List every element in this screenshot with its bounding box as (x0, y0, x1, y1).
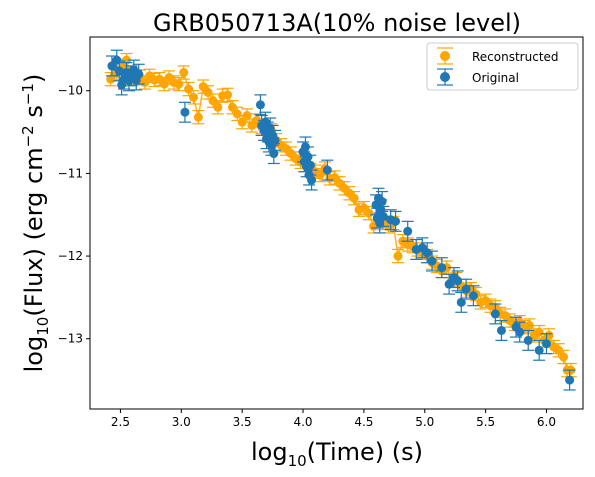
plot-area (89, 36, 584, 410)
data-point-original (378, 211, 388, 221)
legend-box (426, 42, 579, 91)
y-tick-label: −11 (58, 166, 83, 180)
x-tick-label: 4.0 (293, 415, 312, 429)
data-point-original (456, 297, 466, 307)
data-point-original (534, 345, 544, 355)
data-point-reconstructed (364, 208, 374, 218)
data-point-original (444, 279, 454, 289)
x-tick-label: 6.0 (537, 415, 556, 429)
data-point-original (270, 135, 280, 145)
data-point-original (303, 152, 313, 162)
legend-label-reconstructed: Reconstructed (472, 50, 559, 64)
data-point-reconstructed (213, 102, 223, 112)
data-point-original (496, 325, 506, 335)
data-point-reconstructed (106, 74, 116, 84)
data-point-original (523, 335, 533, 345)
data-point-reconstructed (193, 112, 203, 122)
data-point-original (377, 197, 387, 207)
legend-marker-original (440, 72, 450, 82)
data-point-reconstructed (174, 79, 184, 89)
data-point-reconstructed (179, 68, 189, 78)
x-tick-label: 5.0 (415, 415, 434, 429)
data-point-original (427, 256, 437, 266)
data-point-original (437, 263, 447, 273)
legend-label-original: Original (472, 71, 519, 85)
x-axis: 2.5 3.0 3.5 4.0 4.5 5.0 5.5 6.0 (111, 409, 556, 429)
x-tick-label: 3.5 (233, 415, 252, 429)
data-point-original (269, 149, 279, 159)
x-tick-label: 4.5 (354, 415, 373, 429)
data-point-reconstructed (184, 84, 194, 94)
data-point-reconstructed (223, 90, 233, 100)
series-reconstructed (104, 52, 577, 378)
data-point-original (468, 291, 478, 301)
data-point-reconstructed (393, 251, 403, 261)
data-point-reconstructed (349, 193, 359, 203)
data-point-reconstructed (203, 87, 213, 97)
data-point-reconstructed (232, 109, 242, 119)
data-point-original (255, 100, 265, 110)
series-original (105, 49, 576, 391)
data-point-original (461, 284, 471, 294)
data-point-reconstructed (559, 352, 569, 362)
chart-title: GRB050713A(10% noise level) (153, 9, 521, 37)
x-axis-label: log10(Time) (s) (251, 438, 423, 470)
legend: Reconstructed Original (426, 42, 579, 91)
data-point-original (391, 216, 401, 226)
data-point-reconstructed (544, 330, 554, 340)
data-point-original (305, 160, 315, 170)
data-point-original (453, 276, 463, 286)
data-point-reconstructed (188, 92, 198, 102)
legend-marker-reconstructed (440, 51, 450, 61)
data-point-original (112, 55, 122, 65)
y-tick-label: −13 (58, 332, 83, 346)
y-tick-label: −10 (58, 84, 83, 98)
data-point-original (180, 107, 190, 117)
data-point-original (375, 218, 385, 228)
x-tick-label: 2.5 (111, 415, 130, 429)
x-tick-label: 3.0 (172, 415, 191, 429)
y-tick-label: −12 (58, 249, 83, 263)
data-point-original (322, 165, 332, 175)
data-point-original (134, 69, 144, 79)
data-point-original (490, 309, 500, 319)
data-point-original (565, 375, 575, 385)
data-point-reconstructed (534, 327, 544, 337)
y-axis-label: log10(Flux) (erg cm−2 s−1) (19, 74, 52, 373)
legend-item-original: Original (437, 68, 519, 86)
data-point-original (422, 248, 432, 258)
data-point-reconstructed (524, 321, 534, 331)
data-point-original (307, 175, 317, 185)
legend-item-reconstructed: Reconstructed (437, 47, 559, 65)
data-point-original (403, 226, 413, 236)
y-axis: −10 −11 −12 −13 (58, 84, 90, 346)
data-point-original (515, 327, 525, 337)
data-point-original (541, 339, 551, 349)
data-point-reconstructed (242, 111, 252, 121)
x-tick-label: 5.5 (476, 415, 495, 429)
